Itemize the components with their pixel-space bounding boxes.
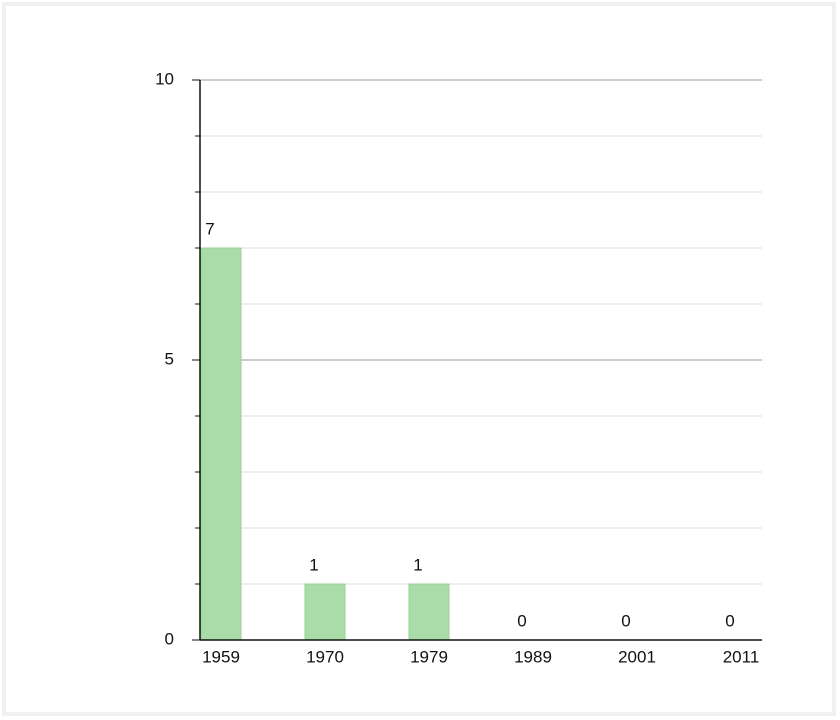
value-label: 7 <box>205 219 214 238</box>
value-label: 1 <box>413 555 422 574</box>
y-tick-label: 0 <box>165 629 174 648</box>
x-tick-label: 1970 <box>306 647 344 666</box>
y-tick-label: 5 <box>165 349 174 368</box>
value-label: 0 <box>621 611 630 630</box>
y-tick-label: 10 <box>155 69 174 88</box>
value-label: 0 <box>725 611 734 630</box>
x-tick-label: 2011 <box>723 647 760 666</box>
value-label: 1 <box>309 555 318 574</box>
bar <box>408 583 450 641</box>
x-tick-label: 1979 <box>410 647 448 666</box>
x-tick-label: 1989 <box>514 647 552 666</box>
x-tick-label: 1959 <box>202 647 240 666</box>
bar <box>200 247 242 641</box>
value-label: 0 <box>517 611 526 630</box>
x-tick-label: 2001 <box>618 647 656 666</box>
bar <box>304 583 346 641</box>
